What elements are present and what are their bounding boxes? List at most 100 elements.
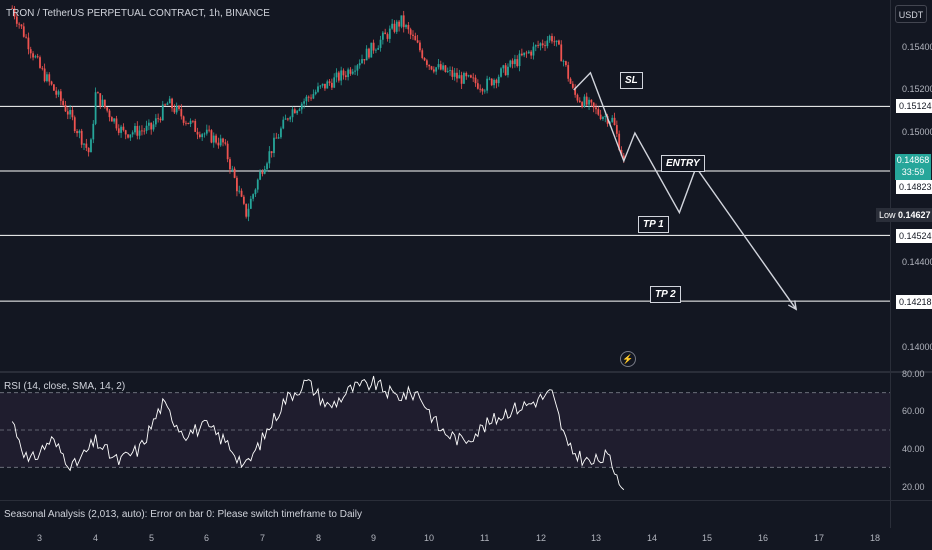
candle-body xyxy=(442,65,444,70)
candle-body xyxy=(379,39,382,48)
candle-body xyxy=(161,104,164,121)
pane-divider[interactable] xyxy=(0,371,932,373)
price-tick: 0.14400 xyxy=(902,257,932,267)
candle-body xyxy=(136,125,139,136)
candle-body xyxy=(324,83,326,89)
candle-body xyxy=(523,52,526,56)
candle-body xyxy=(268,151,271,164)
symbol-title[interactable]: TRON / TetherUS PERPETUAL CONTRACT, 1h, … xyxy=(6,8,270,19)
candle-body xyxy=(328,81,331,83)
candle-body xyxy=(55,90,58,95)
candle-body xyxy=(534,45,537,47)
date-tick: 5 xyxy=(149,533,155,543)
candle-body xyxy=(574,87,577,95)
candle-body xyxy=(57,91,60,95)
rsi-tick: 20.00 xyxy=(902,482,925,492)
entry-annotation[interactable]: ENTRY xyxy=(661,155,705,172)
candle-body xyxy=(530,51,533,56)
candle-body xyxy=(312,94,315,99)
candle-body xyxy=(203,133,206,135)
price-tick: 0.14000 xyxy=(902,342,932,352)
candle-body xyxy=(64,104,67,112)
candle-body xyxy=(69,109,72,115)
candle-body xyxy=(147,122,150,126)
candle-body xyxy=(576,94,579,101)
candle-body xyxy=(310,97,312,99)
candle-body xyxy=(490,78,493,86)
candle-body xyxy=(48,74,51,82)
candle-body xyxy=(358,63,361,66)
candle-body xyxy=(437,64,440,68)
lightning-icon[interactable]: ⚡ xyxy=(620,351,636,367)
candle-body xyxy=(87,147,90,153)
sl-annotation[interactable]: SL xyxy=(620,72,643,89)
candle-body xyxy=(562,61,565,62)
candle-body xyxy=(460,75,463,84)
candle-body xyxy=(36,56,39,58)
date-tick: 15 xyxy=(702,533,713,543)
projection-arrowhead xyxy=(787,300,798,311)
candle-body xyxy=(178,105,180,109)
candle-body xyxy=(509,60,512,67)
date-tick: 4 xyxy=(93,533,99,543)
candle-body xyxy=(368,48,370,58)
candle-body xyxy=(20,24,23,27)
candle-body xyxy=(212,135,215,143)
price-tick: 0.15400 xyxy=(902,42,932,52)
tp2-price-label: 0.14218 xyxy=(896,295,932,309)
candle-body xyxy=(289,117,292,120)
candle-body xyxy=(263,169,266,174)
candle-body xyxy=(286,118,289,120)
candle-body xyxy=(611,117,614,122)
candle-body xyxy=(465,73,468,77)
candle-body xyxy=(296,110,299,114)
date-tick: 9 xyxy=(371,533,377,543)
candle-body xyxy=(470,75,472,78)
candle-body xyxy=(196,131,199,135)
candle-body xyxy=(331,82,333,88)
candle-body xyxy=(504,65,507,76)
candle-body xyxy=(25,36,27,38)
candle-body xyxy=(525,52,528,54)
candle-body xyxy=(581,102,583,107)
candle-body xyxy=(428,64,431,67)
tp2-annotation[interactable]: TP 2 xyxy=(650,286,681,303)
candle-body xyxy=(27,37,30,50)
candle-body xyxy=(456,72,458,79)
candle-body xyxy=(249,198,252,209)
rsi-chart[interactable] xyxy=(0,374,890,500)
candle-body xyxy=(551,36,553,42)
candle-body xyxy=(354,70,356,72)
candle-body xyxy=(120,126,122,133)
candle-body xyxy=(229,159,231,170)
candle-body xyxy=(108,110,111,118)
candle-body xyxy=(39,57,41,68)
candle-body xyxy=(370,42,373,58)
candle-body xyxy=(85,143,88,148)
candle-body xyxy=(32,53,34,58)
tp1-annotation[interactable]: TP 1 xyxy=(638,216,669,233)
candle-body xyxy=(217,142,220,146)
candle-body xyxy=(157,118,160,120)
candle-body xyxy=(307,96,310,98)
candle-body xyxy=(381,32,384,40)
rsi-tick: 80.00 xyxy=(902,369,925,379)
candle-body xyxy=(453,72,456,77)
projection-path xyxy=(573,71,797,310)
price-chart[interactable] xyxy=(0,0,890,370)
candle-body xyxy=(488,78,491,80)
candle-body xyxy=(571,83,574,88)
candle-body xyxy=(583,96,586,107)
candle-body xyxy=(553,41,556,43)
candle-body xyxy=(400,15,403,27)
currency-button[interactable]: USDT xyxy=(895,5,927,23)
current-price: 0.14868 xyxy=(896,155,930,165)
date-tick: 10 xyxy=(424,533,435,543)
candle-body xyxy=(242,196,245,204)
candle-body xyxy=(592,102,595,108)
candle-body xyxy=(215,135,217,143)
candle-body xyxy=(180,108,183,117)
candle-body xyxy=(333,77,336,88)
rsi-title[interactable]: RSI (14, close, SMA, 14, 2) xyxy=(4,381,126,392)
candle-body xyxy=(90,139,92,153)
